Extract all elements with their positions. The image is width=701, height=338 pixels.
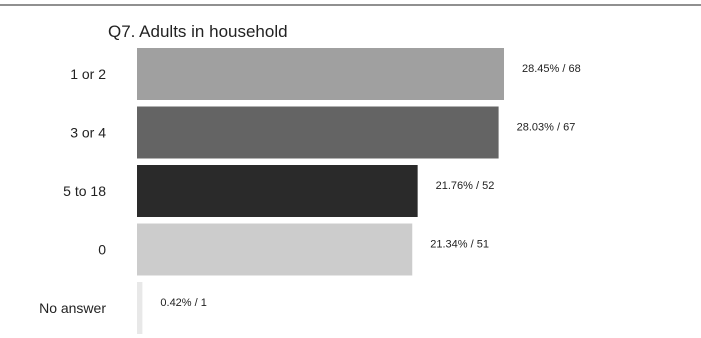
category-label-3: 0 (98, 242, 106, 258)
bar-2 (137, 165, 418, 217)
bar-3 (137, 223, 413, 276)
category-label-4: No answer (39, 300, 106, 316)
data-label-1: 28.03% / 67 (517, 122, 576, 134)
data-label-4: 0.42% / 1 (160, 297, 206, 309)
data-label-3: 21.34% / 51 (430, 239, 489, 251)
bars-group: 1 or 2 28.45% / 68 3 or 4 28.03% / 67 5 to 1… (39, 48, 581, 334)
bar-0 (137, 48, 504, 100)
category-label-1: 3 or 4 (70, 125, 106, 141)
bar-4 (137, 282, 143, 334)
category-label-2: 5 to 18 (63, 183, 106, 199)
chart-title: Q7. Adults in household (108, 22, 288, 41)
data-label-2: 21.76% / 52 (436, 180, 495, 192)
data-label-0: 28.45% / 68 (522, 63, 581, 75)
bar-1 (137, 106, 499, 159)
category-label-0: 1 or 2 (70, 66, 106, 82)
